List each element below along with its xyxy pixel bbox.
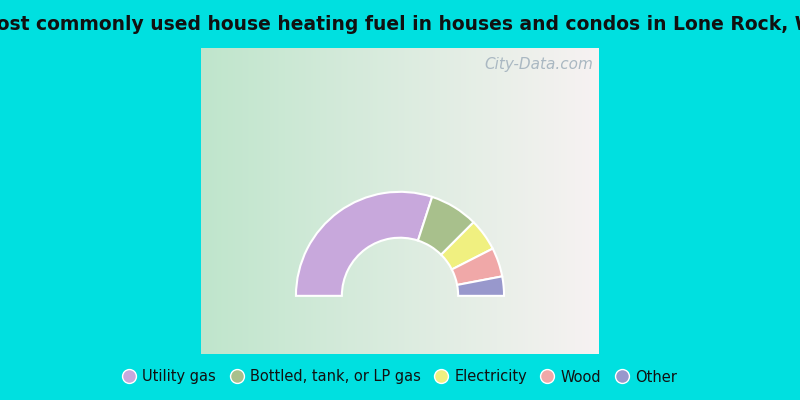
Wedge shape <box>457 276 504 296</box>
Wedge shape <box>418 197 474 255</box>
Wedge shape <box>441 222 493 270</box>
Wedge shape <box>452 249 502 285</box>
Text: Most commonly used house heating fuel in houses and condos in Lone Rock, WI: Most commonly used house heating fuel in… <box>0 14 800 34</box>
Wedge shape <box>296 192 432 296</box>
Legend: Utility gas, Bottled, tank, or LP gas, Electricity, Wood, Other: Utility gas, Bottled, tank, or LP gas, E… <box>118 364 682 390</box>
Text: City-Data.com: City-Data.com <box>484 57 593 72</box>
